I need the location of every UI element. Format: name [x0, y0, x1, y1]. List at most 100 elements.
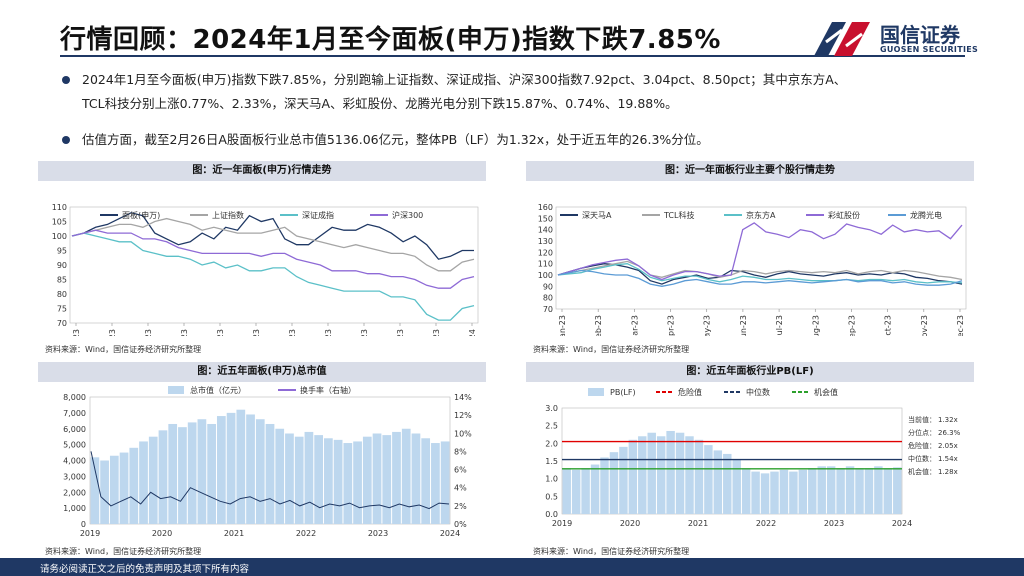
- legend-label: TCL科技: [663, 210, 694, 220]
- source-note: 资料来源：Wind，国信证券经济研究所整理: [45, 345, 202, 354]
- series-line: [71, 232, 475, 321]
- annotation-label: 当前值：: [908, 415, 936, 424]
- x-tick-label: 2019: [552, 519, 572, 528]
- x-tick-label: 2024: [440, 529, 460, 538]
- plot-frame: [69, 206, 479, 324]
- x-tick-label: 2021: [224, 529, 244, 538]
- y-tick-label: 140: [538, 226, 553, 235]
- page-title: 行情回顾：2024年1月至今面板(申万)指数下跌7.85%: [60, 25, 721, 55]
- annotation-label: 中位数：: [908, 454, 936, 463]
- annotation-value: 1.54x: [938, 455, 958, 463]
- pb-bar: [770, 471, 779, 514]
- turnover-line: [90, 451, 450, 510]
- market-cap-bar: [158, 430, 168, 524]
- market-cap-bar: [304, 431, 314, 524]
- x-tick-label: Oct-23: [884, 315, 893, 336]
- legend-swatch: [588, 388, 604, 396]
- y-tick-label: 80: [543, 294, 553, 303]
- market-cap-bar: [353, 441, 362, 524]
- annotation-label: 危险值：: [908, 441, 936, 450]
- x-tick-label: Dec-23: [432, 329, 441, 336]
- market-cap-bar: [197, 419, 207, 524]
- x-tick-label: Feb-23: [594, 315, 603, 336]
- pb-bar: [638, 436, 647, 514]
- x-tick-label: Sep-23: [324, 329, 333, 336]
- x-tick-label: 2020: [620, 519, 640, 528]
- market-cap-bar: [226, 412, 236, 524]
- market-cap-bar: [343, 443, 353, 524]
- y-tick-label: 1.0: [545, 475, 558, 484]
- y-tick-label: 6,000: [63, 425, 86, 434]
- y2-tick-label: 10%: [454, 429, 472, 438]
- market-cap-bar: [362, 436, 372, 524]
- market-cap-bar: [90, 457, 100, 524]
- legend-swatch: [168, 386, 184, 394]
- pb-bar: [864, 468, 874, 514]
- y-tick-label: 160: [538, 203, 553, 212]
- footer-bar: 请务必阅读正文之后的免责声明及其项下所有内容: [0, 558, 1024, 576]
- y-tick-label: 5,000: [63, 441, 86, 450]
- y-tick-label: 130: [538, 237, 553, 246]
- y-tick-label: 90: [543, 282, 553, 291]
- market-cap-bar: [440, 441, 450, 524]
- pb-bar: [732, 459, 741, 514]
- market-cap-bar: [178, 427, 187, 524]
- pb-bar: [619, 446, 628, 514]
- pb-bar: [600, 457, 609, 514]
- market-cap-bar: [294, 436, 304, 524]
- series-line: [557, 260, 963, 281]
- y-tick-label: 70: [543, 305, 553, 314]
- x-tick-label: 2021: [688, 519, 708, 528]
- company-logo: 国信证券 GUOSEN SECURITIES: [812, 16, 992, 64]
- pb-bar: [713, 450, 723, 514]
- annotation-value: 1.28x: [938, 468, 958, 476]
- y2-tick-label: 14%: [454, 393, 472, 402]
- bullet-line: TCL科技分别上涨0.77%、2.33%，深天马A、彩虹股份、龙腾光电分别下跌1…: [82, 96, 678, 111]
- y-tick-label: 1,000: [63, 504, 86, 513]
- series-line: [557, 269, 963, 287]
- pb-bar: [760, 473, 770, 514]
- pb-bar: [741, 468, 751, 514]
- series-line: [71, 229, 475, 289]
- x-tick-label: Feb-23: [72, 329, 81, 336]
- x-tick-label: Sep-23: [847, 315, 856, 336]
- x-tick-label: Jan-24: [468, 329, 477, 336]
- y-tick-label: 120: [538, 248, 553, 257]
- legend-label: 机会值: [814, 387, 838, 397]
- y-tick-label: 75: [57, 305, 67, 314]
- legend-label: 危险值: [678, 387, 702, 397]
- market-cap-bar: [255, 419, 265, 524]
- pb-bar: [581, 468, 590, 514]
- x-tick-label: 2022: [296, 529, 316, 538]
- market-cap-bar: [333, 439, 343, 524]
- plot-frame: [561, 407, 903, 515]
- x-tick-label: 2023: [824, 519, 844, 528]
- series-line: [71, 217, 475, 272]
- chart-title: 图：近一年面板(申万)行情走势: [38, 161, 486, 181]
- pb-bar: [808, 468, 817, 514]
- market-cap-bar: [187, 422, 197, 524]
- pb-bar: [685, 436, 694, 514]
- annotation-label: 分位点：: [908, 428, 936, 437]
- market-cap-bar: [148, 436, 158, 524]
- pb-bar: [779, 469, 789, 514]
- pb-bar: [817, 466, 826, 514]
- pb-bar: [656, 436, 666, 514]
- bullet-line: 估值方面，截至2月26日A股面板行业总市值5136.06亿元，整体PB（LF）为…: [82, 132, 709, 147]
- legend-label: 上证指数: [212, 210, 244, 220]
- y-tick-label: 100: [52, 232, 67, 241]
- legend-label: 面板(申万): [122, 210, 160, 220]
- pb-bar: [845, 466, 855, 514]
- x-tick-label: Apr-23: [144, 329, 153, 336]
- market-cap-bar: [207, 423, 216, 524]
- x-tick-label: Dec-23: [956, 315, 965, 336]
- series-line: [557, 263, 963, 285]
- annotation-value: 26.3%: [938, 429, 961, 437]
- pb-bar: [562, 468, 571, 514]
- stock-trend-chart: 70 80 90 100 110 120 130 140 150 160 Jan-23 Feb-23 M…: [538, 203, 967, 336]
- legend-label: 深证成指: [302, 210, 334, 220]
- disclaimer-text: 请务必阅读正文之后的免责声明及其项下所有内容: [40, 564, 250, 575]
- y-tick-label: 0.5: [545, 492, 558, 501]
- market-cap-bar: [411, 433, 421, 524]
- y2-tick-label: 8%: [454, 447, 467, 456]
